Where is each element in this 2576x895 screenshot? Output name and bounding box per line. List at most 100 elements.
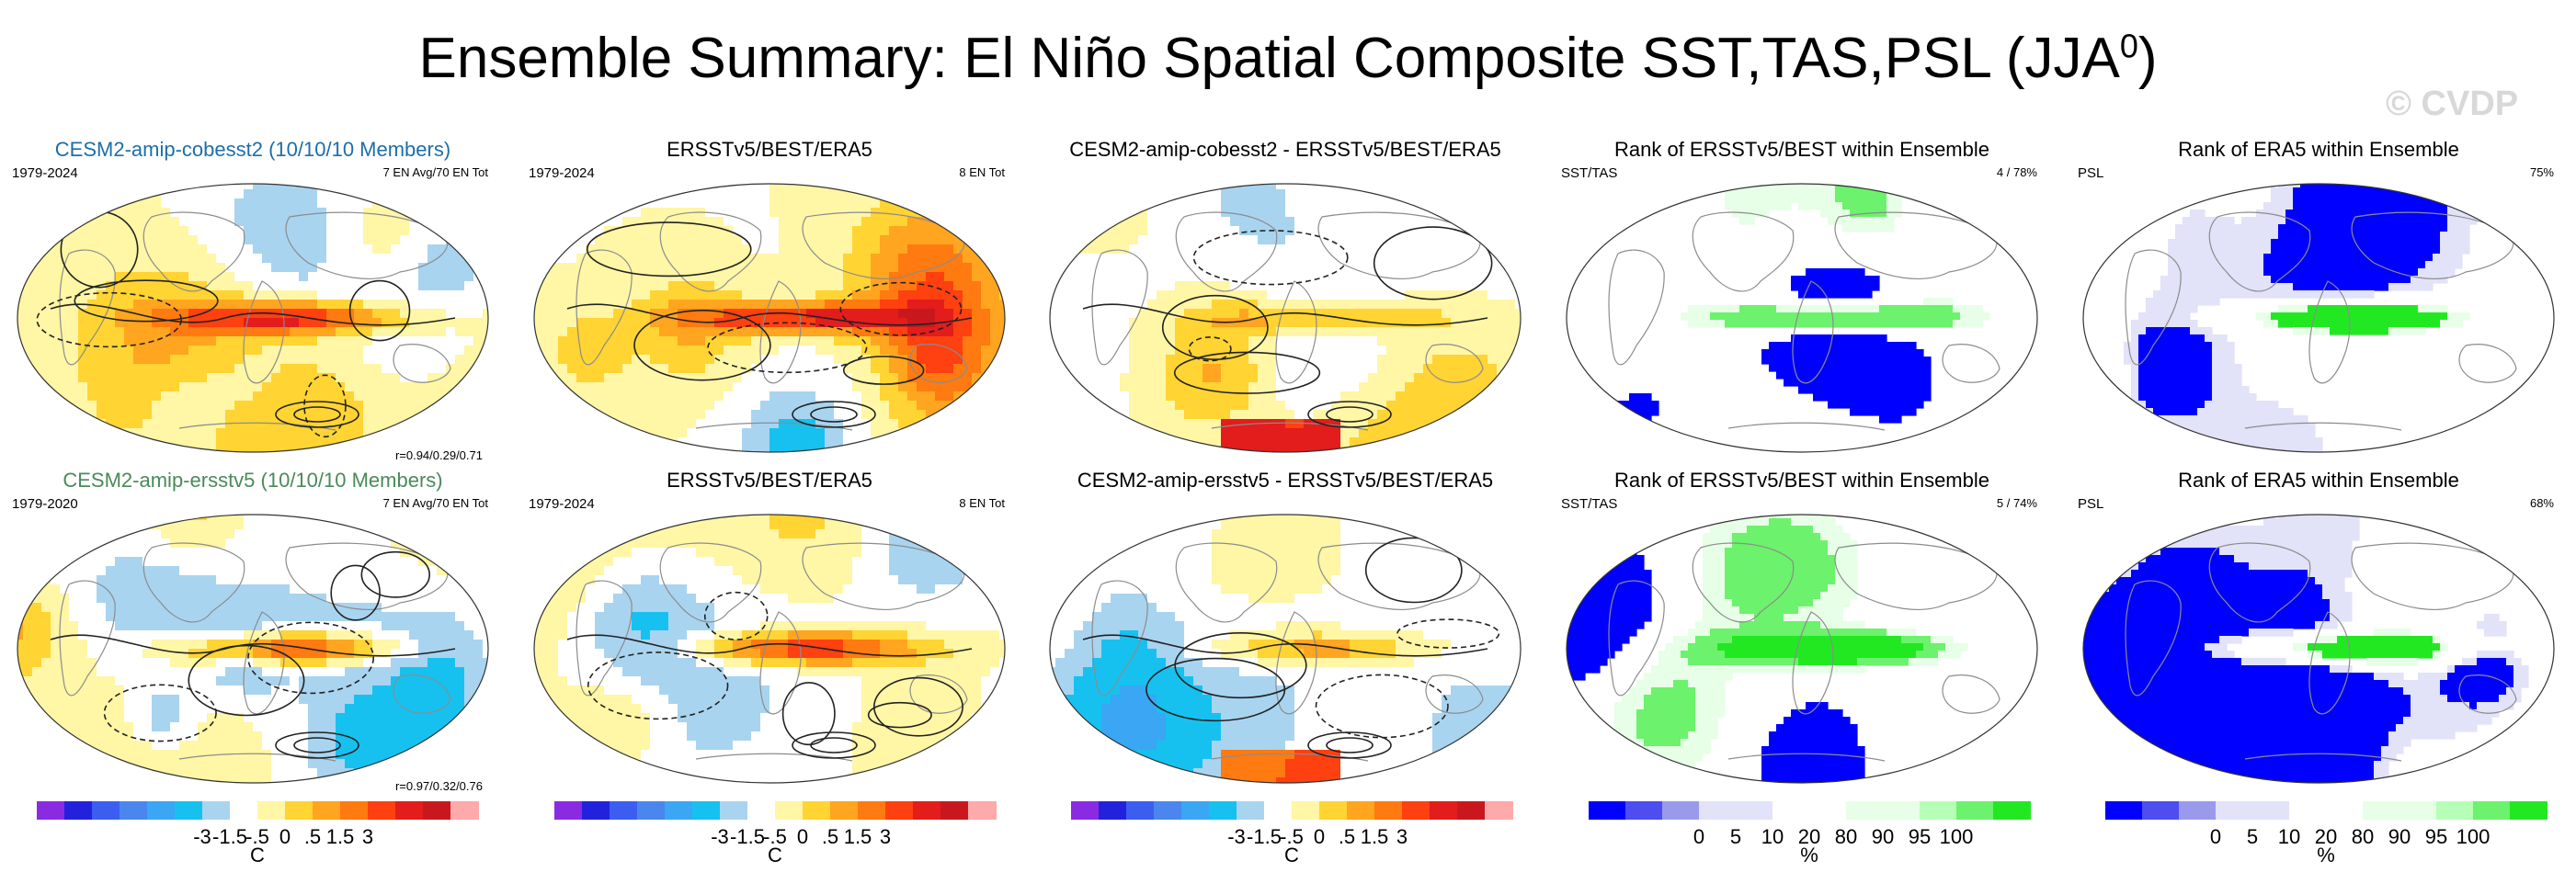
colorbar-tick-label: 95 <box>1908 825 1932 848</box>
colorbar-swatch <box>2399 801 2437 820</box>
colorbar-tick-label: 5 <box>2246 825 2259 848</box>
panel-title: Rank of ERSSTv5/BEST within Ensemble <box>1614 469 1989 492</box>
colorbar-swatch <box>1846 801 1884 820</box>
panel-r1-c5: Rank of ERA5 within Ensemble PSL 75% <box>2070 138 2567 478</box>
colorbar-swatch <box>1402 801 1430 820</box>
panel-title: Rank of ERA5 within Ensemble <box>2178 138 2459 161</box>
colorbar-tick-label: 10 <box>2277 825 2301 848</box>
colorbar-swatch <box>450 801 479 820</box>
colorbar-swatch <box>2105 801 2143 820</box>
panel-title: ERSSTv5/BEST/ERA5 <box>667 469 872 492</box>
colorbar-swatch <box>1956 801 1994 820</box>
colorbar-tick-label: 20 <box>1797 825 1821 848</box>
colorbar-swatch <box>1883 801 1921 820</box>
colorbar-tick-label: 80 <box>2351 825 2375 848</box>
colorbar-swatch <box>1374 801 1403 820</box>
panel-title: CESM2-amip-ersstv5 (10/10/10 Members) <box>63 469 443 492</box>
colorbar-swatch <box>1264 801 1293 820</box>
colorbar-tick-label: 90 <box>2388 825 2411 848</box>
colorbar-swatch <box>64 801 93 820</box>
panel-r2-c2: ERSSTv5/BEST/ERA5 1979-2024 8 EN Tot <box>521 469 1018 809</box>
correlation-label: r=0.97/0.32/0.76 <box>394 779 483 793</box>
colorbar-swatch <box>37 801 65 820</box>
colorbar-swatch <box>803 801 831 820</box>
colorbar-swatch <box>2326 801 2364 820</box>
colorbar-swatch <box>1126 801 1155 820</box>
colorbar-tick-label: -1.5 <box>1247 825 1282 848</box>
colorbar-tick-label: 80 <box>1834 825 1858 848</box>
panel-title: ERSSTv5/BEST/ERA5 <box>667 138 872 161</box>
colorbar-swatch <box>120 801 148 820</box>
colorbar-swatch <box>147 801 176 820</box>
colorbar-swatch <box>610 801 638 820</box>
colorbar-tick-label: .5 <box>303 825 322 848</box>
colorbar-swatch <box>1319 801 1348 820</box>
colorbar-swatch <box>858 801 886 820</box>
colorbar-tick-label: -3 <box>193 825 211 848</box>
colorbar-swatch <box>1736 801 1773 820</box>
event-count-label: 8 EN Tot <box>959 165 1005 179</box>
rank-summary-label: 68% <box>2529 496 2554 510</box>
colorbar-tick-label: 0 <box>1693 825 1705 848</box>
colorbar-tick-label: -3 <box>1227 825 1246 848</box>
colorbar-swatch <box>395 801 424 820</box>
colorbar-swatch <box>913 801 941 820</box>
figure-title: Ensemble Summary: El Niño Spatial Compos… <box>418 27 2158 90</box>
period-label: 1979-2020 <box>12 496 78 512</box>
colorbar-tick-label: .5 <box>821 825 839 848</box>
colorbar-tick-label: 0 <box>279 825 291 848</box>
colorbar-tick-label: -1.5 <box>730 825 765 848</box>
colorbar-swatch <box>368 801 396 820</box>
colorbar-swatch <box>692 801 721 820</box>
map <box>2082 183 2555 453</box>
colorbar-swatch <box>230 801 258 820</box>
panel-r1-c1: CESM2-amip-cobesst2 (10/10/10 Members) 1… <box>5 138 501 478</box>
colorbar-swatch <box>257 801 286 820</box>
colorbar-swatch <box>1154 801 1182 820</box>
colorbar-swatch <box>285 801 313 820</box>
colorbar-tick-label: 0 <box>796 825 809 848</box>
colorbar-anomaly-3 <box>1071 801 1513 825</box>
map <box>17 183 489 453</box>
colorbar-tick-label: 3 <box>361 825 374 848</box>
colorbar-swatch <box>554 801 583 820</box>
panel-r2-c3: CESM2-amip-ersstv5 - ERSSTv5/BEST/ERA5 <box>1037 469 1533 809</box>
period-label: 1979-2024 <box>529 165 595 181</box>
colorbar-tick-label: -.5 <box>763 825 787 848</box>
colorbar-swatch <box>2142 801 2180 820</box>
colorbar-anomaly-2 <box>554 801 997 825</box>
colorbar-swatch <box>1292 801 1320 820</box>
colorbar-tick-label: -1.5 <box>212 825 247 848</box>
colorbar-swatch <box>665 801 693 820</box>
colorbar-swatch <box>1699 801 1737 820</box>
colorbar-tick-label: 5 <box>1729 825 1742 848</box>
colorbar-swatch <box>1181 801 1210 820</box>
colorbar-tick-label: 1.5 <box>325 825 355 848</box>
colorbar-swatch <box>1993 801 2031 820</box>
colorbar-swatch <box>885 801 914 820</box>
colorbar-rank-1 <box>1589 801 2031 825</box>
colorbar-swatch <box>2289 801 2327 820</box>
map <box>1566 183 2038 453</box>
colorbar-tick-label: 3 <box>879 825 892 848</box>
map <box>533 183 1006 453</box>
colorbar-unit-label: C <box>250 844 265 867</box>
panel-title: CESM2-amip-ersstv5 - ERSSTv5/BEST/ERA5 <box>1077 469 1494 492</box>
panel-title: CESM2-amip-cobesst2 - ERSSTv5/BEST/ERA5 <box>1069 138 1501 161</box>
colorbar-swatch <box>1662 801 1700 820</box>
colorbar-swatch <box>313 801 341 820</box>
colorbar-swatch <box>1772 801 1810 820</box>
colorbar-tick-label: 20 <box>2314 825 2338 848</box>
map <box>1566 514 2038 784</box>
rank-summary-label: 75% <box>2529 165 2554 179</box>
variable-label: PSL <box>2078 496 2104 512</box>
colorbar-tick-label: 90 <box>1871 825 1895 848</box>
colorbar-swatch <box>2363 801 2400 820</box>
colorbar-swatch <box>2252 801 2290 820</box>
map <box>1049 183 1522 453</box>
panel-r2-c1: CESM2-amip-ersstv5 (10/10/10 Members) 19… <box>5 469 501 809</box>
colorbar-tick-label: 100 <box>1939 825 1974 848</box>
colorbar-swatch <box>1809 801 1847 820</box>
colorbar-unit-label: C <box>1284 844 1299 867</box>
colorbar-tick-label: 0 <box>2209 825 2222 848</box>
